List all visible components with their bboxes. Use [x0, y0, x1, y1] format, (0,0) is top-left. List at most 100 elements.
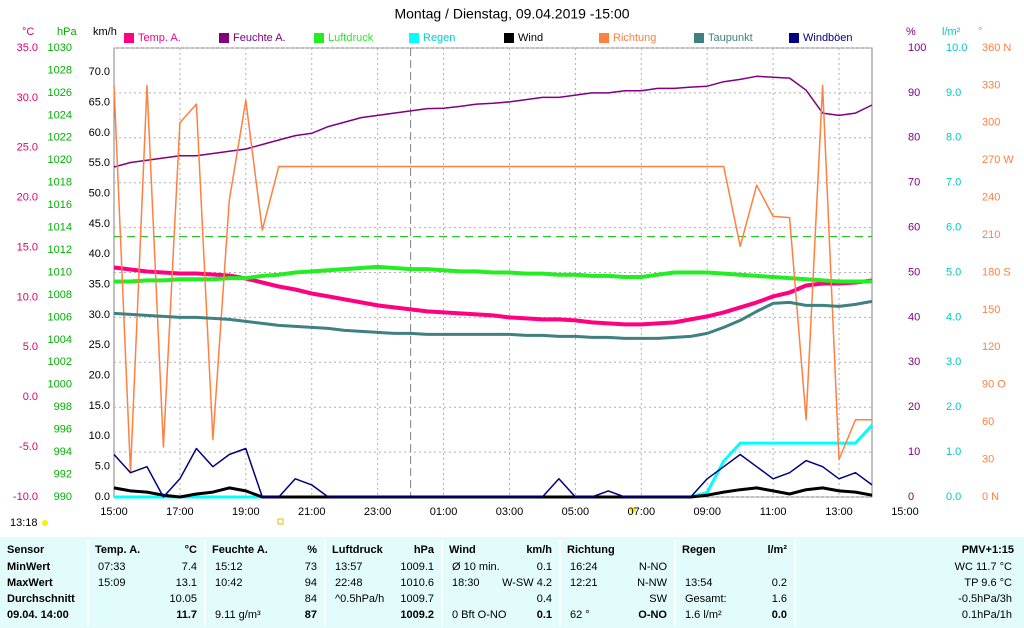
table-cell: 13:57 [335, 561, 363, 573]
table-cell: ^0.5hPa/h [335, 593, 384, 605]
y-tick-label: 1014 [48, 222, 72, 234]
y-tick-label: 1016 [48, 199, 72, 211]
table-bg [0, 537, 1024, 628]
y-tick-label: 25.0 [17, 142, 38, 154]
y-tick-label: 998 [54, 401, 72, 413]
legend-swatch [124, 33, 134, 43]
axis-unit: °C [22, 26, 34, 38]
y-tick-label: 90 O [982, 379, 1006, 391]
x-tick-label: 23:00 [364, 506, 392, 518]
y-tick-label: 0.0 [946, 491, 961, 503]
table-unit: % [307, 544, 317, 556]
y-tick-label: 60 [908, 222, 920, 234]
y-tick-label: -5.0 [19, 441, 38, 453]
y-tick-label: 30 [982, 453, 994, 465]
table-header: Wind [449, 544, 476, 556]
table-row-label: 09.04. 14:00 [7, 609, 69, 621]
table-cell: 10:42 [215, 577, 243, 589]
y-tick-label: 10.0 [89, 430, 110, 442]
y-tick-label: 120 [982, 341, 1000, 353]
table-row-label: MaxWert [7, 577, 53, 589]
y-tick-label: 992 [54, 468, 72, 480]
table-value: 0.4 [537, 593, 552, 605]
y-tick-label: 35.0 [89, 279, 110, 291]
y-tick-label: 210 [982, 229, 1000, 241]
y-tick-label: 1004 [48, 334, 72, 346]
legend-swatch [409, 33, 419, 43]
axis-unit: % [906, 26, 916, 38]
table-value: W-SW 4.2 [502, 577, 552, 589]
legend-swatch [504, 33, 514, 43]
y-tick-label: 10 [908, 446, 920, 458]
x-tick-label: 01:00 [430, 506, 458, 518]
y-tick-label: 90 [908, 87, 920, 99]
y-tick-label: 3.0 [946, 356, 961, 368]
legend-swatch [314, 33, 324, 43]
legend-label: Richtung [613, 32, 656, 44]
table-cell: Ø 10 min. [452, 561, 500, 573]
y-tick-label: 55.0 [89, 157, 110, 169]
y-tick-label: 40 [908, 311, 920, 323]
table-cell: 07:33 [98, 561, 126, 573]
table-cell: 62 ° [570, 609, 590, 621]
series-line [113, 75, 873, 168]
y-tick-label: 9.0 [946, 87, 961, 99]
y-tick-label: 1.0 [946, 446, 961, 458]
y-tick-label: 1028 [48, 64, 72, 76]
x-tick-label: 17:00 [166, 506, 194, 518]
x-tick-label: 15:00 [100, 506, 128, 518]
table-value: 10.05 [169, 593, 197, 605]
x-tick-label: 11:00 [760, 506, 787, 518]
y-tick-label: 20 [908, 401, 920, 413]
table-row-label: MinWert [7, 561, 51, 573]
table-row-label: Durchschnitt [7, 593, 75, 605]
y-tick-label: 1006 [48, 311, 72, 323]
legend-label: Regen [423, 32, 455, 44]
table-cell: 15:09 [98, 577, 126, 589]
table-value: 13.1 [176, 577, 197, 589]
table-value: 0.2 [772, 577, 787, 589]
y-tick-label: 20.0 [17, 192, 38, 204]
y-tick-label: 45.0 [89, 218, 110, 230]
y-tick-label: 990 [54, 491, 72, 503]
y-tick-label: 1024 [48, 109, 72, 121]
axis-unit: l/m² [942, 26, 961, 38]
table-cell: Gesamt: [685, 593, 727, 605]
y-tick-label: 100 [908, 42, 926, 54]
table-value: 94 [305, 577, 317, 589]
y-tick-label: 1018 [48, 177, 72, 189]
table-cell: 1.6 l/m² [685, 609, 722, 621]
y-tick-label: 65.0 [89, 97, 110, 109]
y-tick-label: 1022 [48, 132, 72, 144]
legend-label: Taupunkt [708, 32, 753, 44]
y-tick-label: 0 [908, 491, 914, 503]
y-tick-label: 60 [982, 416, 994, 428]
table-header: Regen [682, 544, 716, 556]
table-value: 1009.2 [400, 609, 434, 621]
y-tick-label: 0.0 [95, 491, 110, 503]
table-header: Feuchte A. [212, 544, 268, 556]
table-value: 0.1hPa/1h [962, 609, 1012, 621]
y-tick-label: 1002 [48, 356, 72, 368]
table-value: 1009.1 [400, 561, 434, 573]
y-tick-label: 15.0 [17, 241, 38, 253]
table-cell: 13:54 [685, 577, 713, 589]
y-tick-label: 330 [982, 79, 1000, 91]
y-tick-label: 15.0 [89, 400, 110, 412]
y-tick-label: 994 [54, 446, 72, 458]
y-tick-label: 10.0 [946, 42, 967, 54]
table-value: 0.0 [772, 609, 787, 621]
table-unit: l/m² [767, 544, 787, 556]
y-tick-label: 1030 [48, 42, 72, 54]
series-line [113, 84, 872, 473]
y-tick-label: 1008 [48, 289, 72, 301]
table-value: 84 [305, 593, 317, 605]
y-tick-label: 1000 [48, 379, 72, 391]
y-tick-label: 150 [982, 304, 1000, 316]
axis-unit: ° [978, 26, 982, 38]
table-value: TP 9.6 °C [964, 577, 1012, 589]
y-tick-label: 40.0 [89, 248, 110, 260]
legend-label: Wind [518, 32, 543, 44]
